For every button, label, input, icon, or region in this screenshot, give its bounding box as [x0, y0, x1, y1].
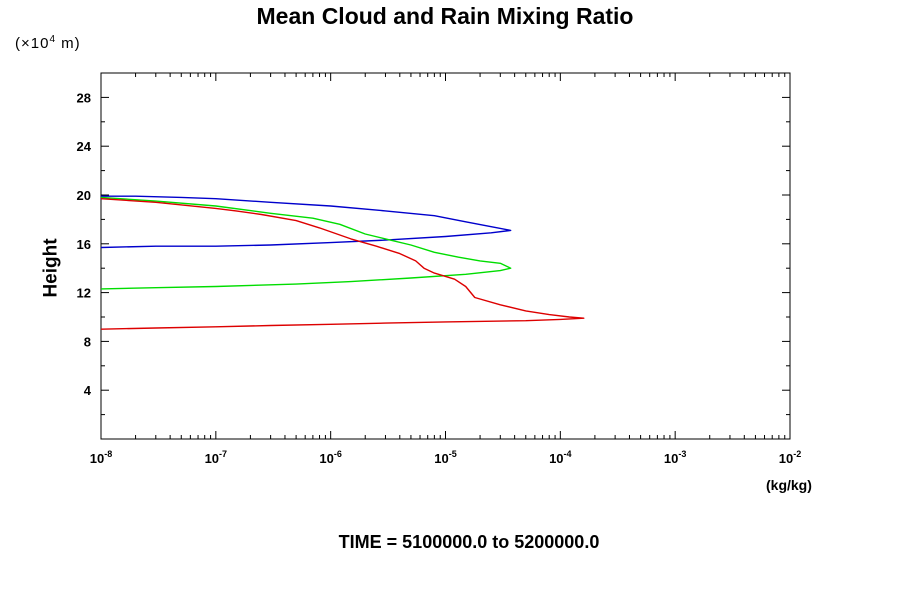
- x-tick-label: 10-5: [434, 449, 456, 466]
- y-unit-exponent: 4: [49, 34, 57, 45]
- y-unit-suffix: m): [56, 35, 81, 52]
- chart-title: Mean Cloud and Rain Mixing Ratio: [256, 3, 634, 29]
- y-tick-label: 28: [77, 90, 91, 105]
- y-tick-label: 24: [77, 139, 92, 154]
- y-tick-label: 4: [84, 383, 92, 398]
- series-line-3: [100, 198, 585, 330]
- time-footer: TIME = 5100000.0 to 5200000.0: [338, 532, 600, 552]
- y-tick-label: 20: [77, 188, 91, 203]
- x-tick-label: 10-7: [205, 449, 227, 466]
- x-tick-label: 10-4: [549, 449, 571, 466]
- x-tick-label: 10-2: [779, 449, 801, 466]
- series-line-2: [100, 196, 512, 290]
- series-line-1: [100, 195, 512, 249]
- x-tick-label: 10-8: [90, 449, 112, 466]
- plot-frame: [100, 72, 791, 440]
- y-tick-label: 8: [84, 334, 91, 349]
- x-tick-label: 10-3: [664, 449, 686, 466]
- x-tick-label: 10-6: [319, 449, 341, 466]
- y-tick-label: 12: [77, 286, 91, 301]
- y-unit-label: (×104 m): [15, 34, 81, 52]
- y-tick-label: 16: [77, 237, 91, 252]
- x-axis-unit-label: (kg/kg): [766, 477, 812, 493]
- y-unit-prefix: (×10: [15, 35, 50, 52]
